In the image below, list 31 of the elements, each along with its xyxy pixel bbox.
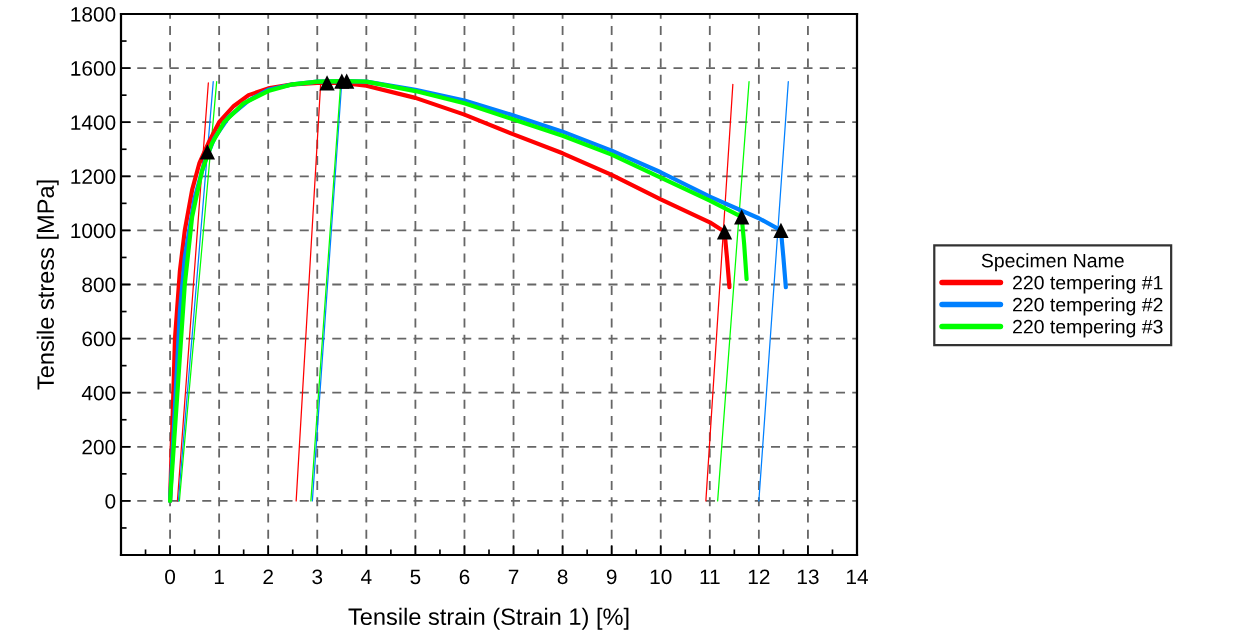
x-tick-label: 4 [361, 569, 372, 584]
x-tick-label: 8 [557, 569, 568, 585]
y-tick-label: 0 [105, 493, 116, 509]
legend-label: 220 tempering #3 [1013, 319, 1163, 338]
y-tick-label: 1200 [71, 169, 116, 185]
x-tick-label: 10 [650, 569, 672, 585]
x-tick-label: 6 [459, 569, 470, 585]
y-tick-label: 1000 [71, 223, 116, 239]
x-tick-label: 7 [508, 569, 519, 584]
x-tick-label: 11 [700, 569, 720, 584]
x-tick-label: 12 [748, 569, 770, 584]
y-tick-label: 200 [82, 439, 116, 455]
legend-label: 220 tempering #2 [1013, 297, 1163, 316]
x-tick-label: 14 [847, 569, 868, 584]
y-tick-label: 1600 [71, 61, 116, 76]
y-tick-label: 600 [82, 331, 116, 347]
y-tick-label: 1800 [71, 7, 116, 22]
x-tick-label: 3 [312, 569, 323, 585]
legend-title: Specimen Name [981, 253, 1124, 272]
y-tick-label: 400 [81, 385, 116, 401]
x-tick-label: 13 [797, 569, 819, 585]
y-axis-title: Tensile stress [MPa] [36, 180, 59, 390]
y-tick-label: 1400 [71, 115, 116, 130]
y-tick-label: 800 [82, 277, 116, 293]
x-tick-label: 9 [606, 569, 617, 585]
x-tick-label: 0 [165, 569, 176, 585]
x-tick-label: 2 [263, 569, 273, 584]
x-tick-label: 5 [410, 569, 421, 585]
legend-label: 220 tempering #1 [1013, 275, 1163, 294]
x-tick-label: 1 [214, 569, 224, 584]
x-axis-title: Tensile strain (Strain 1) [%] [348, 607, 629, 630]
